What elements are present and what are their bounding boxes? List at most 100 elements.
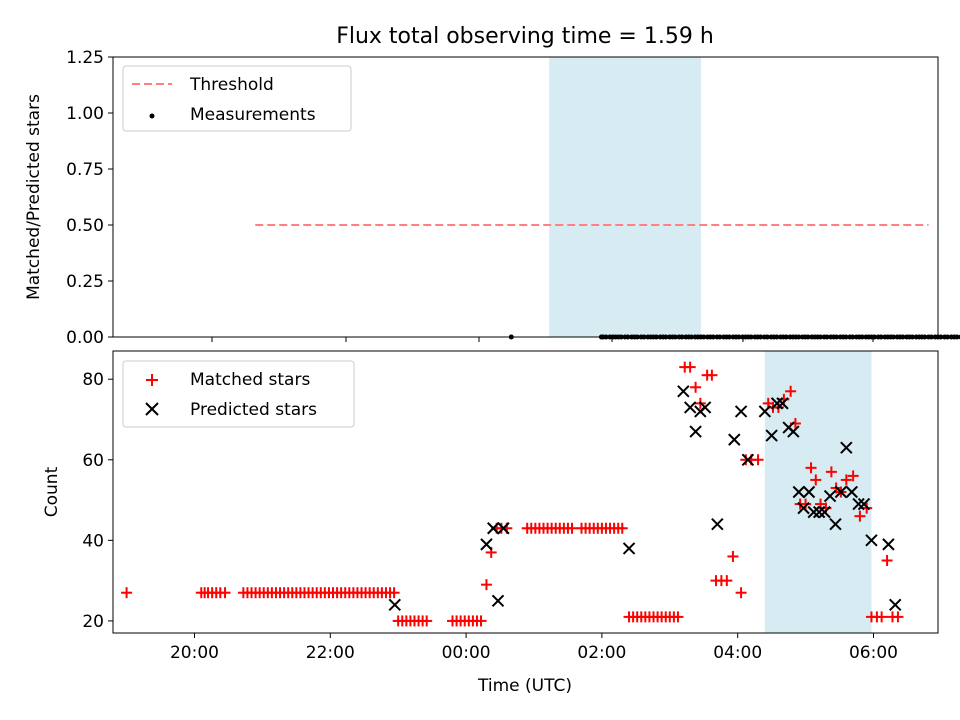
bottom-plot-area xyxy=(121,351,904,633)
bottom-y-tick-label: 80 xyxy=(82,370,104,390)
predicted-star-point xyxy=(741,453,755,466)
bottom-legend-box xyxy=(122,360,355,428)
predicted-star-point xyxy=(818,505,831,519)
predicted-star-mark-b xyxy=(845,485,858,499)
predicted-star-point xyxy=(807,505,820,519)
predicted-star-point xyxy=(845,485,858,499)
bottom-highlight-span xyxy=(764,351,872,633)
matched-star-point xyxy=(892,611,904,623)
top-y-tick-label: 0.00 xyxy=(66,328,104,348)
matched-legend-label: Matched stars xyxy=(190,370,310,390)
x-tick-label: 02:00 xyxy=(577,643,626,663)
matched-star-point xyxy=(475,615,487,627)
x-tick-label: 22:00 xyxy=(306,643,355,663)
predicted-star-point xyxy=(480,538,493,551)
predicted-star-mark-b xyxy=(889,598,902,612)
predicted-star-mark-b xyxy=(807,505,820,519)
matched-star-point xyxy=(752,454,764,466)
predicted-star-point xyxy=(689,425,702,438)
top-y-tick-label: 1.00 xyxy=(66,104,104,124)
measurements-legend-marker xyxy=(149,113,155,119)
predicted-star-point xyxy=(711,518,724,531)
predicted-star-mark-b xyxy=(776,397,789,410)
predicted-star-mark-b xyxy=(818,505,831,519)
predicted-star-mark-b xyxy=(823,489,837,503)
threshold-legend-label: Threshold xyxy=(189,75,274,95)
matched-star-point xyxy=(219,587,231,599)
predicted-star-mark-b xyxy=(388,598,401,612)
predicted-star-point xyxy=(797,501,810,515)
predicted-star-point xyxy=(622,542,636,555)
predicted-star-mark-b xyxy=(741,453,755,466)
predicted-star-mark-b xyxy=(802,485,816,499)
predicted-legend-marker xyxy=(145,402,159,416)
top-axes-frame xyxy=(112,56,939,338)
top-y-axis: 0.00 0.25 0.50 0.75 1.00 1.25 xyxy=(66,48,874,348)
matched-legend-marker xyxy=(146,374,158,386)
top-y-axis-label: Matched/Predicted stars xyxy=(24,94,44,300)
predicted-star-mark-b xyxy=(728,433,741,446)
matched-star-point xyxy=(616,522,628,534)
predicted-star-point xyxy=(776,397,789,410)
top-legend: Threshold Measurements xyxy=(122,65,352,132)
top-y-tick-label: 0.25 xyxy=(66,272,104,292)
predicted-star-point xyxy=(792,485,806,499)
predicted-star-mark-b xyxy=(480,538,493,551)
matched-star-point xyxy=(854,510,866,522)
top-y-tick-label: 1.25 xyxy=(66,48,104,68)
bottom-axes-frame xyxy=(112,350,939,634)
predicted-star-mark-b xyxy=(487,522,500,535)
bottom-y-axis: 20 40 60 80 xyxy=(82,370,113,632)
matched-star-point xyxy=(388,587,400,599)
predicted-star-mark-b xyxy=(829,518,842,531)
chart-title: Flux total observing time = 1.59 h xyxy=(336,24,714,49)
predicted-star-point xyxy=(677,385,690,398)
predicted-star-mark-b xyxy=(683,401,697,414)
predicted-star-point xyxy=(758,405,772,418)
matched-star-point xyxy=(847,470,859,482)
x-tick-label: 20:00 xyxy=(170,643,219,663)
measurement-point xyxy=(954,334,960,340)
matched-star-point xyxy=(840,474,852,486)
predicted-star-mark-b xyxy=(787,425,800,438)
predicted-star-mark-b xyxy=(770,397,784,410)
bottom-y-tick-label: 20 xyxy=(82,612,104,632)
predicted-star-point xyxy=(829,518,842,531)
predicted-star-mark-b xyxy=(852,497,865,511)
x-tick-label: 04:00 xyxy=(713,643,762,663)
matched-star-point xyxy=(785,385,797,397)
bottom-y-tick-label: 60 xyxy=(82,451,104,471)
matched-star-point xyxy=(421,615,433,627)
predicted-star-mark-b xyxy=(865,534,878,547)
predicted-star-point xyxy=(840,441,853,454)
bottom-y-axis-label: Count xyxy=(42,466,62,517)
predicted-star-point xyxy=(802,485,816,499)
matched-star-point xyxy=(121,587,133,599)
predicted-star-point xyxy=(487,522,500,535)
x-tick-label: 06:00 xyxy=(849,643,898,663)
predicted-star-mark-b xyxy=(689,425,702,438)
predicted-star-point xyxy=(698,401,712,414)
predicted-star-mark-b xyxy=(797,501,810,515)
predicted-star-point xyxy=(787,425,800,438)
bottom-y-tick-label: 40 xyxy=(82,531,104,551)
predicted-star-point xyxy=(770,397,784,410)
matched-star-point xyxy=(480,579,492,591)
predicted-star-point xyxy=(882,538,895,551)
measurement-point xyxy=(944,334,950,340)
predicted-star-point xyxy=(834,485,848,499)
predicted-star-point xyxy=(497,522,510,535)
predicted-star-mark-b xyxy=(497,522,510,535)
predicted-star-point xyxy=(852,497,865,511)
x-tick-label: 00:00 xyxy=(442,643,491,663)
predicted-star-point xyxy=(765,429,778,442)
top-plot-area xyxy=(255,57,960,340)
x-axis-label: Time (UTC) xyxy=(477,676,572,696)
top-legend-box xyxy=(122,65,352,132)
predicted-star-mark-b xyxy=(792,485,806,499)
top-highlight-span xyxy=(549,57,701,337)
matched-star-point xyxy=(684,361,696,373)
predicted-star-mark-b xyxy=(840,441,853,454)
predicted-star-mark-b xyxy=(734,405,748,418)
